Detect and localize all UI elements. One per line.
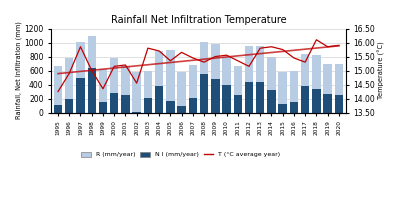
Bar xyxy=(256,46,264,113)
Bar xyxy=(166,50,174,113)
Bar xyxy=(278,104,287,113)
Bar xyxy=(200,42,208,113)
Bar xyxy=(65,99,74,113)
Bar xyxy=(335,95,343,113)
Bar xyxy=(267,90,276,113)
Bar xyxy=(155,86,163,113)
Bar xyxy=(155,51,163,113)
Bar xyxy=(132,112,141,113)
Bar xyxy=(65,58,74,113)
Bar xyxy=(88,36,96,113)
Bar xyxy=(200,74,208,113)
Bar xyxy=(312,55,321,113)
Bar xyxy=(290,71,298,113)
Bar xyxy=(245,46,253,113)
Bar xyxy=(324,64,332,113)
Bar xyxy=(121,95,130,113)
Bar xyxy=(290,102,298,113)
Bar xyxy=(335,64,343,113)
Bar xyxy=(222,57,231,113)
Bar xyxy=(245,82,253,113)
Bar xyxy=(324,94,332,113)
Bar xyxy=(88,68,96,113)
Y-axis label: Temperature (°C): Temperature (°C) xyxy=(378,42,385,99)
Bar xyxy=(222,85,231,113)
Bar xyxy=(267,57,276,113)
Bar xyxy=(177,72,186,113)
Bar xyxy=(54,66,62,113)
Bar xyxy=(189,98,197,113)
Bar xyxy=(99,69,107,113)
Bar xyxy=(144,98,152,113)
Bar xyxy=(76,78,85,113)
Bar xyxy=(301,55,309,113)
Bar xyxy=(189,65,197,113)
Bar xyxy=(144,71,152,113)
Bar xyxy=(312,89,321,113)
Title: Rainfall Net Infiltration Temperature: Rainfall Net Infiltration Temperature xyxy=(111,15,286,25)
Bar xyxy=(234,66,242,113)
Bar xyxy=(234,95,242,113)
Bar xyxy=(110,58,118,113)
Bar xyxy=(177,106,186,113)
Bar xyxy=(301,86,309,113)
Bar xyxy=(166,101,174,113)
Bar xyxy=(121,66,130,113)
Bar xyxy=(54,105,62,113)
Bar xyxy=(132,72,141,113)
Bar xyxy=(256,82,264,113)
Bar xyxy=(211,44,220,113)
Bar xyxy=(110,93,118,113)
Bar xyxy=(99,102,107,113)
Bar xyxy=(76,42,85,113)
Y-axis label: Rainfall, Net Infiltration (mm): Rainfall, Net Infiltration (mm) xyxy=(15,22,22,119)
Bar xyxy=(278,72,287,113)
Legend: R (mm/year), N I (mm/year), T (°C average year): R (mm/year), N I (mm/year), T (°C averag… xyxy=(79,149,283,160)
Bar xyxy=(211,79,220,113)
